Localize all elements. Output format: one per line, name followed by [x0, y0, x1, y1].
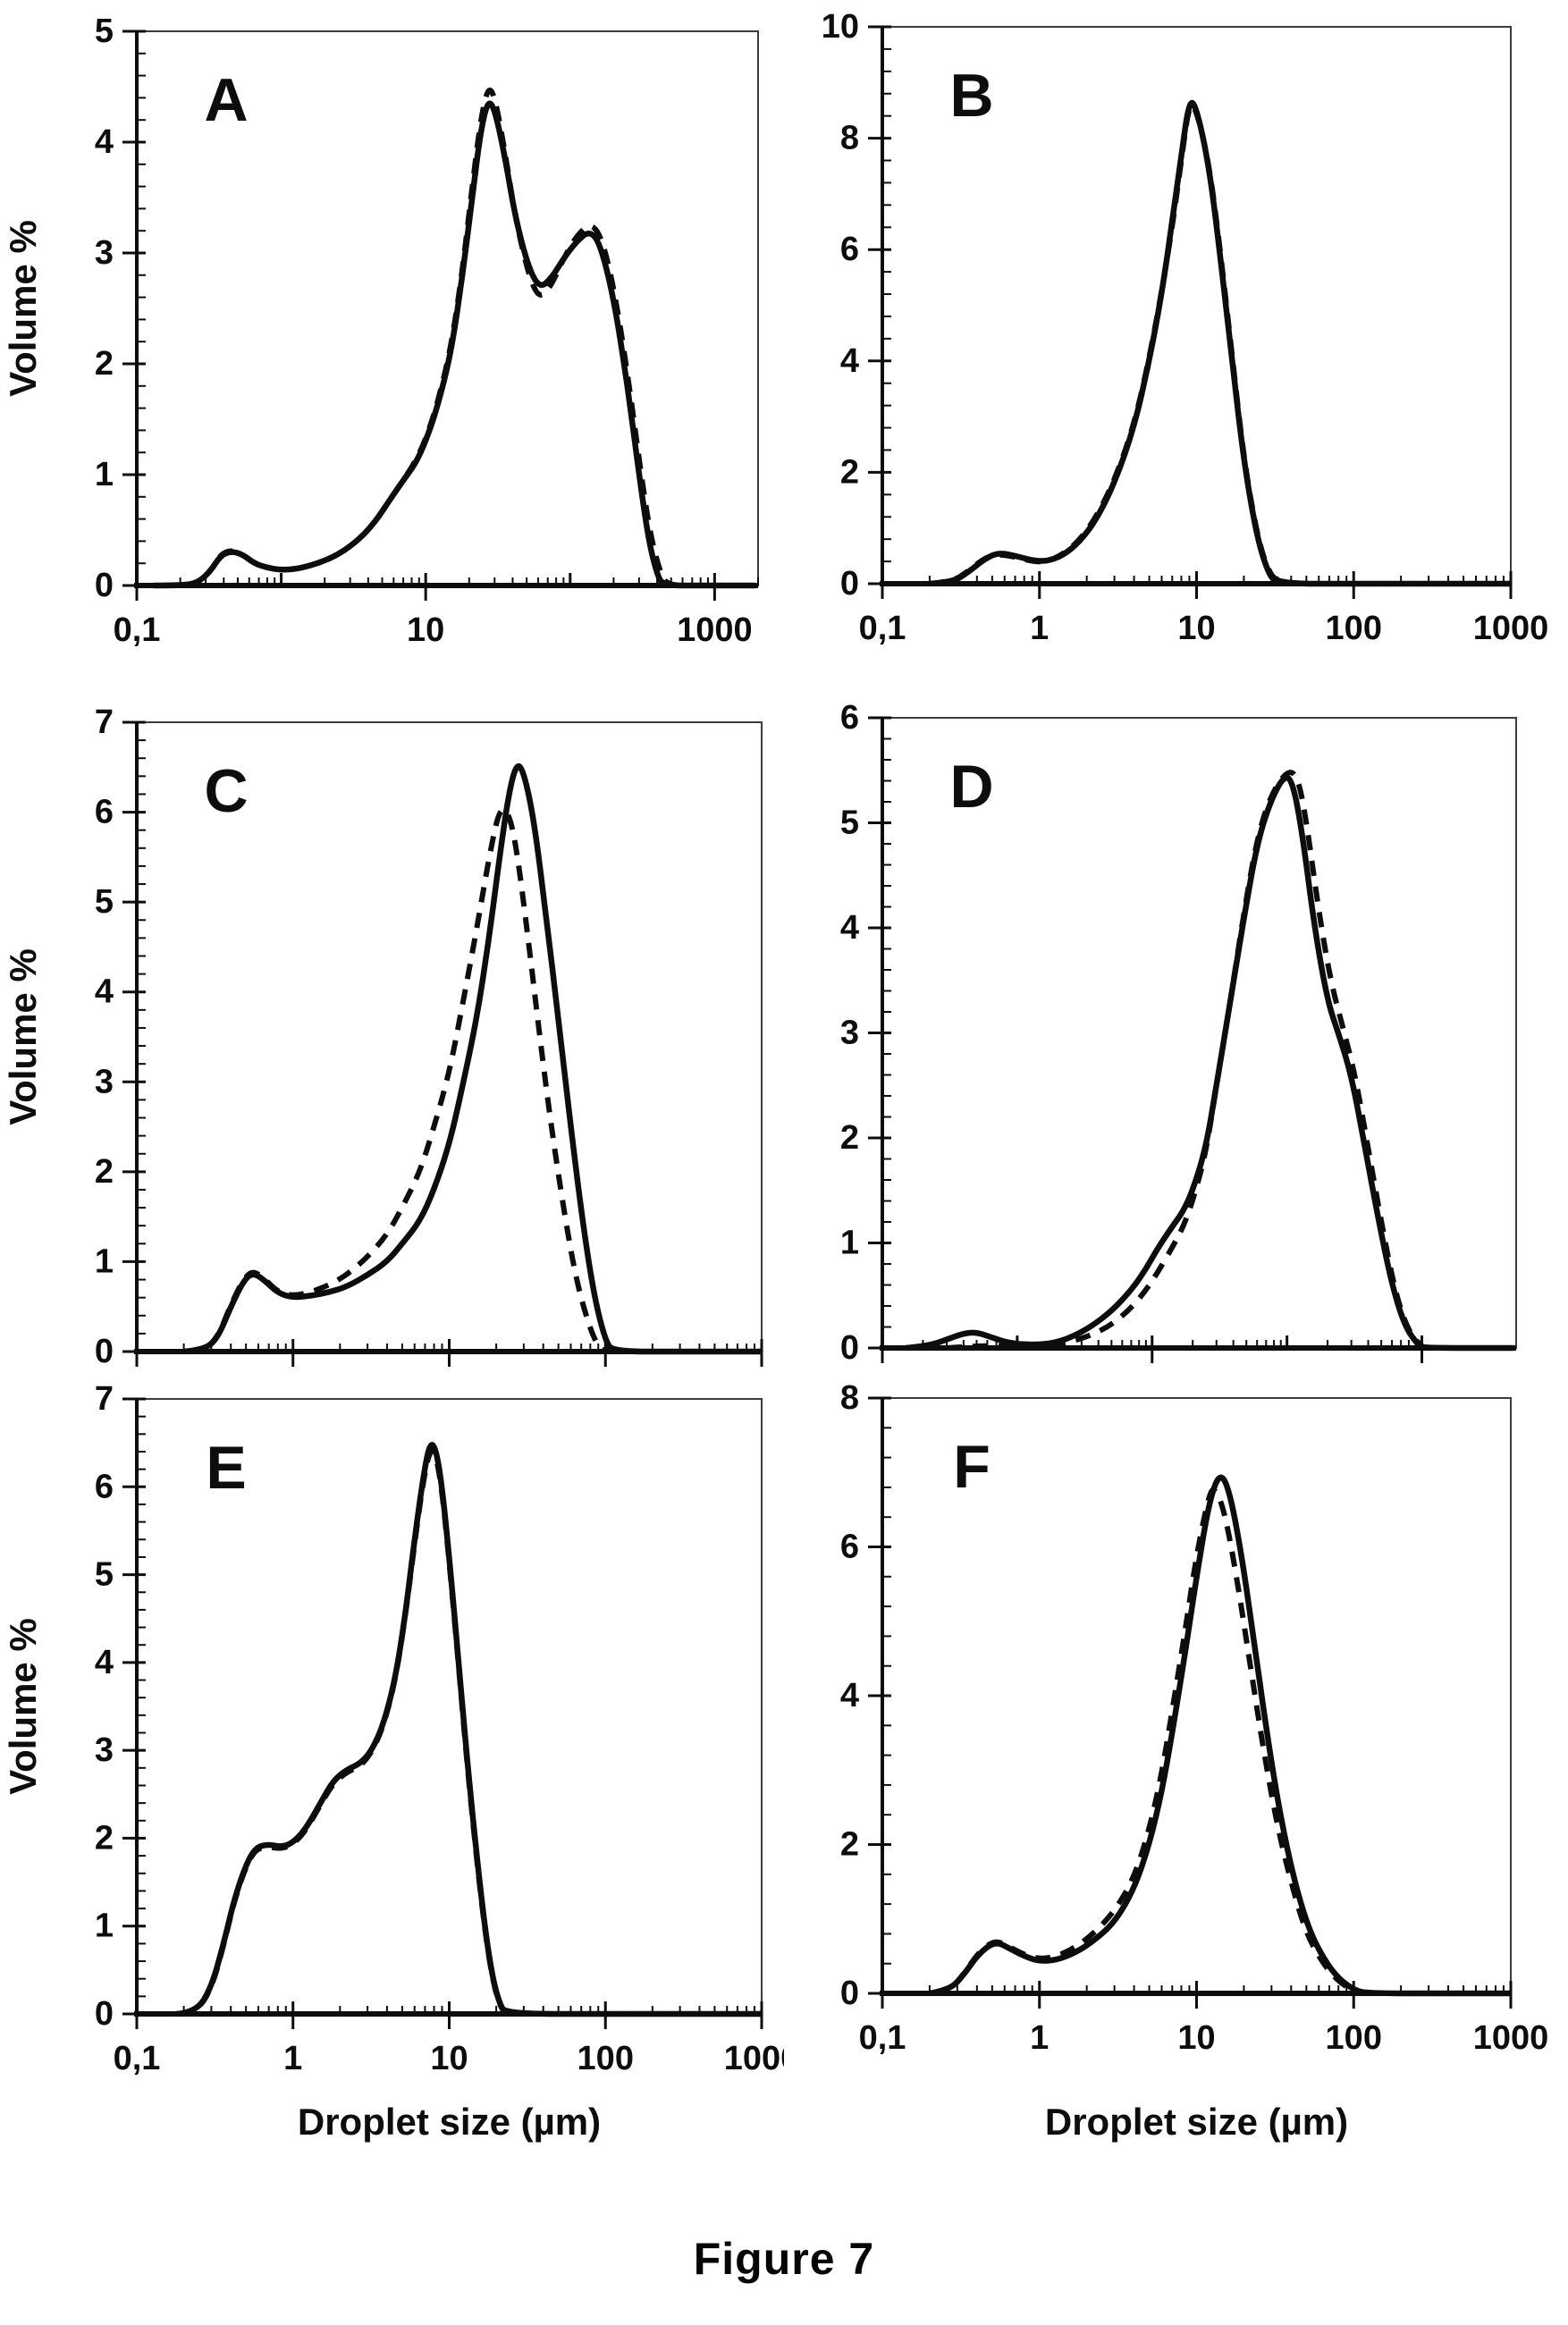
svg-text:1000: 1000 [677, 611, 753, 649]
panel-letter-e: E [206, 1434, 246, 1502]
svg-text:1: 1 [95, 456, 114, 493]
svg-text:6: 6 [840, 1529, 859, 1566]
panel-letter-f: F [953, 1433, 991, 1501]
svg-text:100: 100 [577, 2040, 634, 2077]
svg-text:4: 4 [840, 1677, 859, 1714]
panel-letter-b: B [949, 62, 993, 130]
svg-text:8: 8 [840, 1379, 859, 1417]
svg-text:4: 4 [95, 123, 114, 161]
series-solid-b [929, 99, 1511, 587]
svg-text:0: 0 [840, 1329, 859, 1367]
svg-text:6: 6 [95, 1468, 114, 1505]
svg-text:10: 10 [430, 2040, 468, 2077]
panel-letter-c: C [204, 757, 248, 825]
svg-text:3: 3 [95, 1731, 114, 1769]
panel-a-chart: 0 1 2 3 4 5 0,1 10 1000 A Volume % [2, 13, 759, 649]
svg-text:0,1: 0,1 [859, 610, 906, 647]
figure-caption: Figure 7 [693, 2234, 875, 2284]
svg-text:1: 1 [95, 1908, 114, 1945]
panel-e-chart: 0 1 2 3 4 5 6 7 0,1 1 10 100 1000 E Volume % Droplet si… [2, 1380, 784, 2143]
svg-text:10: 10 [1177, 610, 1215, 647]
svg-text:3: 3 [840, 1015, 859, 1052]
svg-text:2: 2 [95, 1819, 114, 1857]
series-solid-a [153, 100, 755, 589]
svg-text:7: 7 [95, 1380, 114, 1418]
svg-text:0: 0 [840, 565, 859, 602]
y-axis-title: Volume % [2, 220, 44, 397]
svg-text:5: 5 [840, 804, 859, 842]
svg-text:1: 1 [95, 1243, 114, 1280]
series-solid-f [929, 1474, 1511, 1997]
panel-b-chart: 0 2 4 6 8 10 0,1 1 10 100 1000 B [822, 8, 1549, 647]
panel-f-chart: 0 2 4 6 8 0,1 1 10 100 1000 F Droplet size (µm) [840, 1379, 1549, 2143]
series-dashed-a [153, 87, 755, 588]
svg-text:3: 3 [95, 234, 114, 272]
svg-text:6: 6 [95, 794, 114, 831]
series-dashed-e [176, 1448, 762, 2017]
svg-text:1: 1 [1030, 610, 1049, 647]
series-solid-c [183, 762, 762, 1355]
svg-text:1: 1 [1030, 2019, 1049, 2057]
svg-text:2: 2 [840, 1826, 859, 1864]
svg-text:0: 0 [95, 1995, 114, 2033]
panel-d: 01234560,1101000D [784, 679, 1568, 1368]
series-dashed-b [929, 103, 1511, 587]
svg-text:2: 2 [840, 1119, 859, 1157]
series-dashed-f [929, 1487, 1511, 1996]
svg-text:10: 10 [822, 8, 859, 46]
svg-text:2: 2 [840, 453, 859, 491]
y-axis-title: Volume % [2, 948, 44, 1125]
svg-text:0,1: 0,1 [114, 2040, 161, 2077]
panel-f: 0 2 4 6 8 0,1 1 10 100 1000 F Droplet size (µm) [784, 1368, 1568, 2145]
x-axis-title: Droplet size (µm) [1045, 2101, 1348, 2143]
panel-letter-d: D [949, 753, 993, 821]
svg-text:0: 0 [840, 1975, 859, 2012]
svg-text:10: 10 [407, 611, 444, 649]
panel-letter-a: A [204, 66, 248, 134]
svg-text:8: 8 [840, 120, 859, 157]
panel-b: 0 2 4 6 8 10 0,1 1 10 100 1000 B [784, 0, 1568, 679]
svg-text:5: 5 [95, 1556, 114, 1594]
svg-text:1000: 1000 [1473, 610, 1549, 647]
svg-text:0,1: 0,1 [114, 611, 161, 649]
svg-text:5: 5 [95, 13, 114, 50]
svg-text:4: 4 [95, 1644, 114, 1681]
panel-a: 0 1 2 3 4 5 0,1 10 1000 A Volume % [0, 0, 784, 679]
svg-text:6: 6 [840, 231, 859, 268]
svg-text:1: 1 [840, 1225, 859, 1262]
panel-e: 0 1 2 3 4 5 6 7 0,1 1 10 100 1000 E Volume % Droplet si… [0, 1368, 784, 2145]
svg-text:5: 5 [95, 883, 114, 921]
svg-text:1000: 1000 [1473, 2019, 1549, 2057]
panel-d-chart: 01234560,1101000D [840, 699, 1517, 1367]
svg-text:4: 4 [95, 973, 114, 1011]
svg-text:0,1: 0,1 [859, 2019, 906, 2057]
svg-text:1: 1 [283, 2040, 302, 2077]
svg-text:2: 2 [95, 1153, 114, 1191]
x-axis-title: Droplet size (µm) [298, 2101, 601, 2143]
svg-text:4: 4 [840, 909, 859, 947]
series-dashed-c [183, 806, 762, 1354]
series-solid-e [176, 1442, 762, 2018]
svg-text:0: 0 [95, 567, 114, 604]
svg-text:100: 100 [1326, 610, 1382, 647]
svg-text:2: 2 [95, 345, 114, 383]
svg-text:10: 10 [1177, 2019, 1215, 2057]
svg-text:6: 6 [840, 699, 859, 737]
svg-text:1000: 1000 [724, 2040, 784, 2077]
series-dashed-d [946, 770, 1514, 1351]
svg-text:4: 4 [840, 342, 859, 380]
svg-text:0: 0 [95, 1333, 114, 1368]
y-axis-title: Volume % [2, 1618, 44, 1795]
series-solid-d [906, 774, 1514, 1352]
svg-text:3: 3 [95, 1063, 114, 1100]
svg-text:7: 7 [95, 703, 114, 741]
svg-text:100: 100 [1326, 2019, 1382, 2057]
